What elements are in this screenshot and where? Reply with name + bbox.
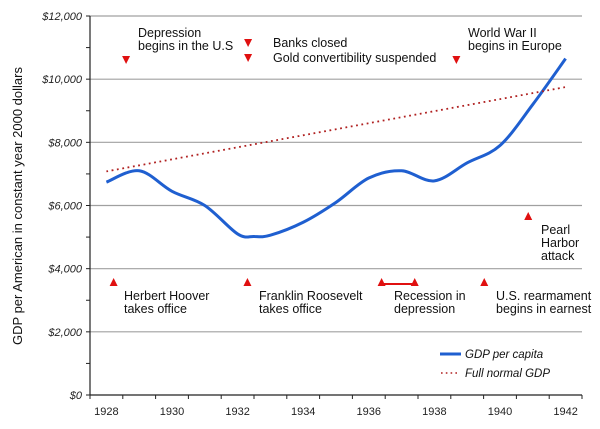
legend: GDP per capita Full normal GDP <box>440 349 550 380</box>
x-tick-label: 1928 <box>94 406 118 418</box>
up-triangle-marker-icon <box>243 278 252 286</box>
annotation-label: Depression begins in the U.S <box>138 26 233 53</box>
y-tick-label: $4,000 <box>47 264 83 276</box>
y-tick-label: $10,000 <box>41 74 83 86</box>
up-triangle-marker-icon <box>524 212 533 220</box>
y-tick-label: $6,000 <box>47 201 83 213</box>
annotation-label: Pearl Harbor attack <box>541 223 579 263</box>
annotation-line: Gold convertibility suspended <box>273 51 436 65</box>
up-triangle-marker-icon <box>480 278 489 286</box>
legend-label-normal: Full normal GDP <box>465 368 550 380</box>
annotation-line: Recession in <box>394 289 466 303</box>
gdp-per-capita-line <box>105 57 567 239</box>
x-tick-label: 1942 <box>553 406 577 418</box>
annotation-line: takes office <box>259 302 322 316</box>
up-triangle-marker-icon <box>109 278 118 286</box>
annotation-label: Recession in depression <box>394 289 466 316</box>
annotation-line: Franklin Roosevelt <box>259 289 363 303</box>
down-triangle-marker-icon <box>122 56 131 64</box>
annotation-line: World War II <box>468 26 537 40</box>
x-tick-label: 1930 <box>160 406 184 418</box>
down-triangle-marker-icon <box>244 54 253 62</box>
annotation-line: begins in earnest <box>496 302 592 316</box>
annotation-line: begins in the U.S <box>138 39 233 53</box>
down-triangle-marker-icon <box>244 39 253 47</box>
annotation-label: Franklin Roosevelt takes office <box>259 289 363 316</box>
annotation-line: Depression <box>138 26 201 40</box>
annotation-label: Gold convertibility suspended <box>273 51 436 65</box>
annotation-label: World War II begins in Europe <box>468 26 562 53</box>
annotation-line: attack <box>541 249 575 263</box>
annotation-line: Harbor <box>541 236 579 250</box>
y-tick-label: $12,000 <box>41 11 83 23</box>
x-tick-label: 1940 <box>488 406 512 418</box>
annotation-line: Herbert Hoover <box>124 289 209 303</box>
annotation-label: Herbert Hoover takes office <box>124 289 209 316</box>
annotation-line: Pearl <box>541 223 570 237</box>
legend-label-gdp: GDP per capita <box>465 349 543 361</box>
y-axis-label: GDP per American in constant year 2000 d… <box>10 67 25 345</box>
annotation-line: U.S. rearmament <box>496 289 592 303</box>
x-tick-label: 1932 <box>225 406 249 418</box>
annotation-line: depression <box>394 302 455 316</box>
x-tick-label: 1938 <box>422 406 446 418</box>
annotation-line: takes office <box>124 302 187 316</box>
x-tick-label: 1936 <box>357 406 381 418</box>
annotation-label: Banks closed <box>273 36 347 50</box>
y-tick-label: $8,000 <box>47 137 83 149</box>
y-tick-label: $0 <box>69 390 83 402</box>
down-triangle-marker-icon <box>452 56 461 64</box>
y-tick-label: $2,000 <box>47 327 83 339</box>
full-normal-gdp-line <box>106 86 566 173</box>
x-tick-label: 1934 <box>291 406 315 418</box>
annotation-line: Banks closed <box>273 36 347 50</box>
annotation-line: begins in Europe <box>468 39 562 53</box>
annotation-label: U.S. rearmament begins in earnest <box>496 289 592 316</box>
